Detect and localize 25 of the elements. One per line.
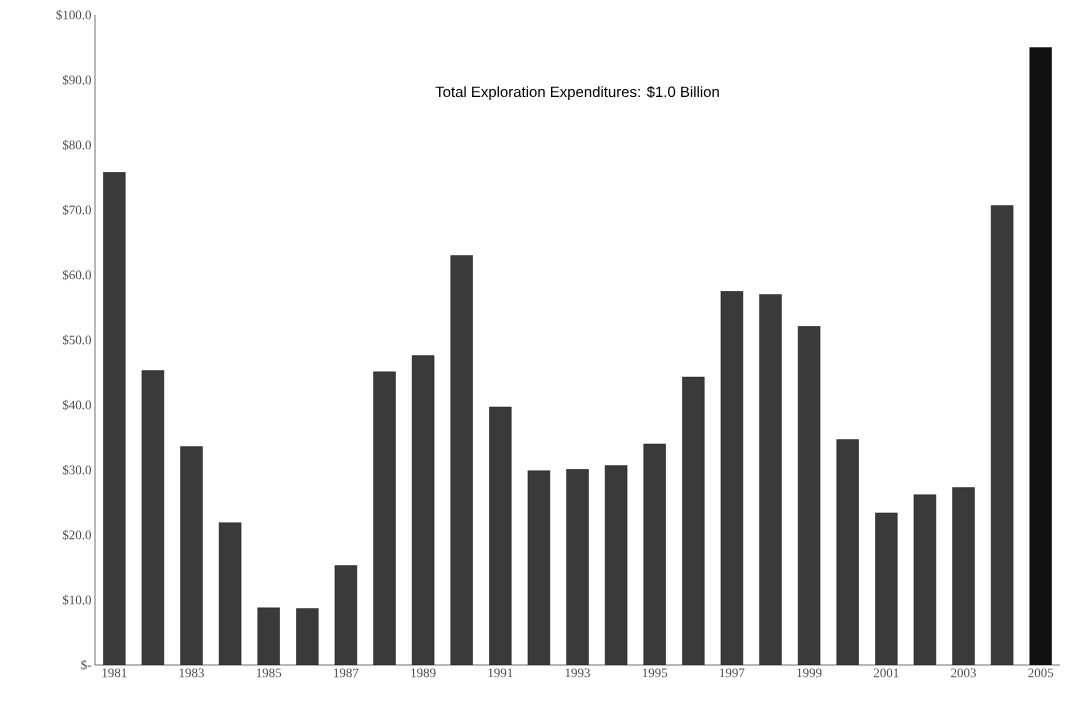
y-tick-label: $20.0	[62, 529, 91, 541]
x-tick-label: 1989	[411, 668, 436, 678]
x-tick-label: 1981	[102, 668, 127, 678]
x-tick-label: 1985	[256, 668, 282, 678]
y-tick-label: $70.0	[62, 204, 91, 216]
x-tick-label: 2001	[873, 668, 899, 678]
text: Total Exploration Expenditures: $1.0 Billion	[435, 85, 719, 101]
y-tick-label: $100.0	[56, 9, 91, 21]
x-tick-label: 2005	[1028, 668, 1054, 678]
y-tick-label: $50.0	[62, 334, 91, 346]
y-tick-label: $30.0	[62, 464, 91, 476]
x-tick-label: 1999	[797, 668, 822, 678]
y-tick-label: $-	[81, 659, 92, 671]
y-tick-label: $90.0	[62, 74, 91, 86]
x-tick-label: 2003	[951, 668, 976, 678]
x-tick-label: 1997	[720, 668, 745, 678]
y-tick-label: $60.0	[62, 269, 91, 281]
y-tick-label: $10.0	[62, 594, 91, 606]
y-tick-label: $40.0	[62, 399, 91, 411]
y-tick-label: $80.0	[62, 139, 91, 151]
x-tick-label: 1987	[334, 668, 359, 678]
x-tick-label: 1993	[565, 668, 590, 678]
x-tick-label: 1995	[642, 668, 668, 678]
x-tick-label: 1983	[179, 668, 204, 678]
x-tick-label: 1991	[488, 668, 513, 678]
